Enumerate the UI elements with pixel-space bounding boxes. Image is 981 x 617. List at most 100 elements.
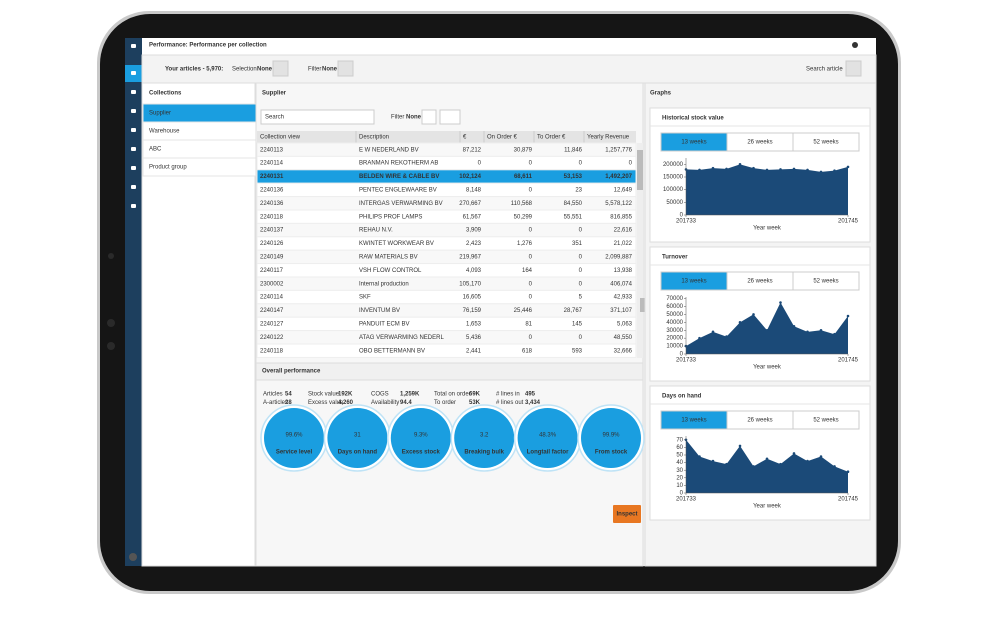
sensor (107, 319, 115, 327)
data-point (711, 459, 715, 463)
scroll-thumb[interactable] (637, 150, 643, 190)
table-cell: 0 (579, 281, 583, 287)
edit-selection[interactable] (272, 60, 289, 77)
stat-value: 495 (525, 392, 536, 398)
nav-icon[interactable] (131, 90, 136, 94)
stat-value: 28 (285, 400, 292, 406)
search-input[interactable] (260, 109, 375, 125)
nav-icon[interactable] (131, 109, 136, 113)
table-cell: 0 (529, 335, 533, 341)
x-tick-label: 201745 (838, 358, 859, 364)
table-cell: E W NEDERLAND BV (359, 147, 419, 153)
table-cell: ATAG VERWARMING NEDERL (359, 335, 444, 341)
nav-icon[interactable] (131, 44, 136, 48)
data-point (779, 168, 782, 171)
data-point (779, 462, 782, 466)
nav-icon[interactable] (131, 128, 136, 132)
table-cell: RAW MATERIALS BV (359, 254, 418, 260)
chart-title: Historical stock value (662, 116, 724, 122)
table-cell: 2240114 (260, 295, 284, 301)
kpi-label: Excess stock (402, 450, 441, 456)
table-cell: 0 (529, 187, 533, 193)
chart-title: Turnover (662, 255, 688, 261)
period-tab-label: 13 weeks (681, 418, 706, 424)
column-header: On Order € (487, 135, 518, 141)
y-tick-label: 0 (680, 352, 684, 358)
area (686, 302, 848, 354)
table-cell: 0 (529, 281, 533, 287)
period-tab[interactable] (792, 271, 860, 291)
period-tab-label: 26 weeks (747, 140, 772, 146)
x-tick-label: 201745 (838, 497, 859, 503)
table-cell: 61,567 (463, 214, 482, 220)
data-point (806, 459, 809, 463)
x-axis-label: Year week (753, 504, 782, 510)
data-point (698, 455, 701, 458)
table-cell: 270,667 (459, 201, 481, 207)
kpi-value: 9.3% (414, 433, 428, 439)
y-tick-label: 0 (680, 213, 684, 219)
data-point (698, 336, 701, 340)
kpi-value: 31 (354, 433, 361, 439)
data-point (765, 168, 769, 172)
data-point (752, 465, 755, 468)
y-tick-label: 20000 (666, 336, 683, 342)
table-cell: 2240131 (260, 174, 284, 180)
y-tick-label: 50000 (666, 312, 683, 318)
nav-icon[interactable] (131, 204, 136, 208)
table-cell: 5,063 (617, 321, 633, 327)
data-point (738, 163, 742, 166)
nav-icon[interactable] (131, 147, 136, 151)
kpi-label: From stock (595, 450, 628, 456)
period-tab-label: 13 weeks (681, 140, 706, 146)
search-button[interactable] (845, 60, 862, 77)
nav-icon[interactable] (131, 185, 136, 189)
table-cell: 87,212 (463, 147, 482, 153)
table-cell: 145 (572, 321, 583, 327)
table-cell: 84,550 (564, 201, 583, 207)
nav-icon[interactable] (131, 71, 136, 75)
filter-dropdown[interactable] (421, 109, 437, 125)
column-header: Collection view (260, 135, 301, 141)
table-cell: 406,074 (610, 281, 632, 287)
period-tab-label: 13 weeks (681, 279, 706, 285)
user-avatar[interactable] (129, 553, 137, 561)
stat-value: 1,259K (400, 392, 420, 398)
help-icon[interactable] (852, 42, 858, 48)
kpi-circle (390, 408, 451, 468)
y-tick-label: 70 (676, 437, 683, 443)
scrollbar (637, 143, 643, 358)
inspect-button[interactable] (613, 505, 641, 523)
table-header (257, 131, 636, 143)
period-tab-label: 26 weeks (747, 418, 772, 424)
column-header: Description (359, 135, 389, 141)
search-article: Search article (806, 67, 843, 73)
y-tick-label: 50 (676, 453, 683, 459)
stat-value: 53K (469, 400, 481, 406)
table-cell: 2,441 (466, 348, 482, 354)
period-tab[interactable] (792, 410, 860, 430)
splitter-handle[interactable] (640, 298, 646, 312)
kpi-value: 48.3% (539, 433, 557, 439)
edit-filter[interactable] (337, 60, 354, 77)
nav-icon[interactable] (131, 166, 136, 170)
export-button[interactable] (439, 109, 461, 125)
stat-label: COGS (371, 392, 389, 398)
table-row[interactable] (256, 343, 637, 358)
table-cell: REHAU N.V. (359, 228, 393, 234)
stat-label: Total on order (434, 392, 471, 398)
stat-label: Excess value (308, 400, 344, 406)
table-cell: 2300002 (260, 281, 284, 287)
period-tab[interactable] (792, 132, 860, 152)
y-tick-label: 10 (676, 483, 683, 489)
data-point (846, 314, 850, 318)
table-cell: PENTEC ENGLEWAARE BV (359, 187, 437, 193)
table-cell: 2240117 (260, 268, 284, 274)
y-tick-label: 0 (680, 491, 684, 497)
kpi-label: Breaking bulk (464, 450, 504, 456)
table-cell: 5,578,122 (605, 201, 632, 207)
table-cell: 1,276 (517, 241, 533, 247)
data-point (792, 452, 796, 455)
table-cell: Internal production (359, 281, 409, 287)
data-point (725, 462, 728, 466)
